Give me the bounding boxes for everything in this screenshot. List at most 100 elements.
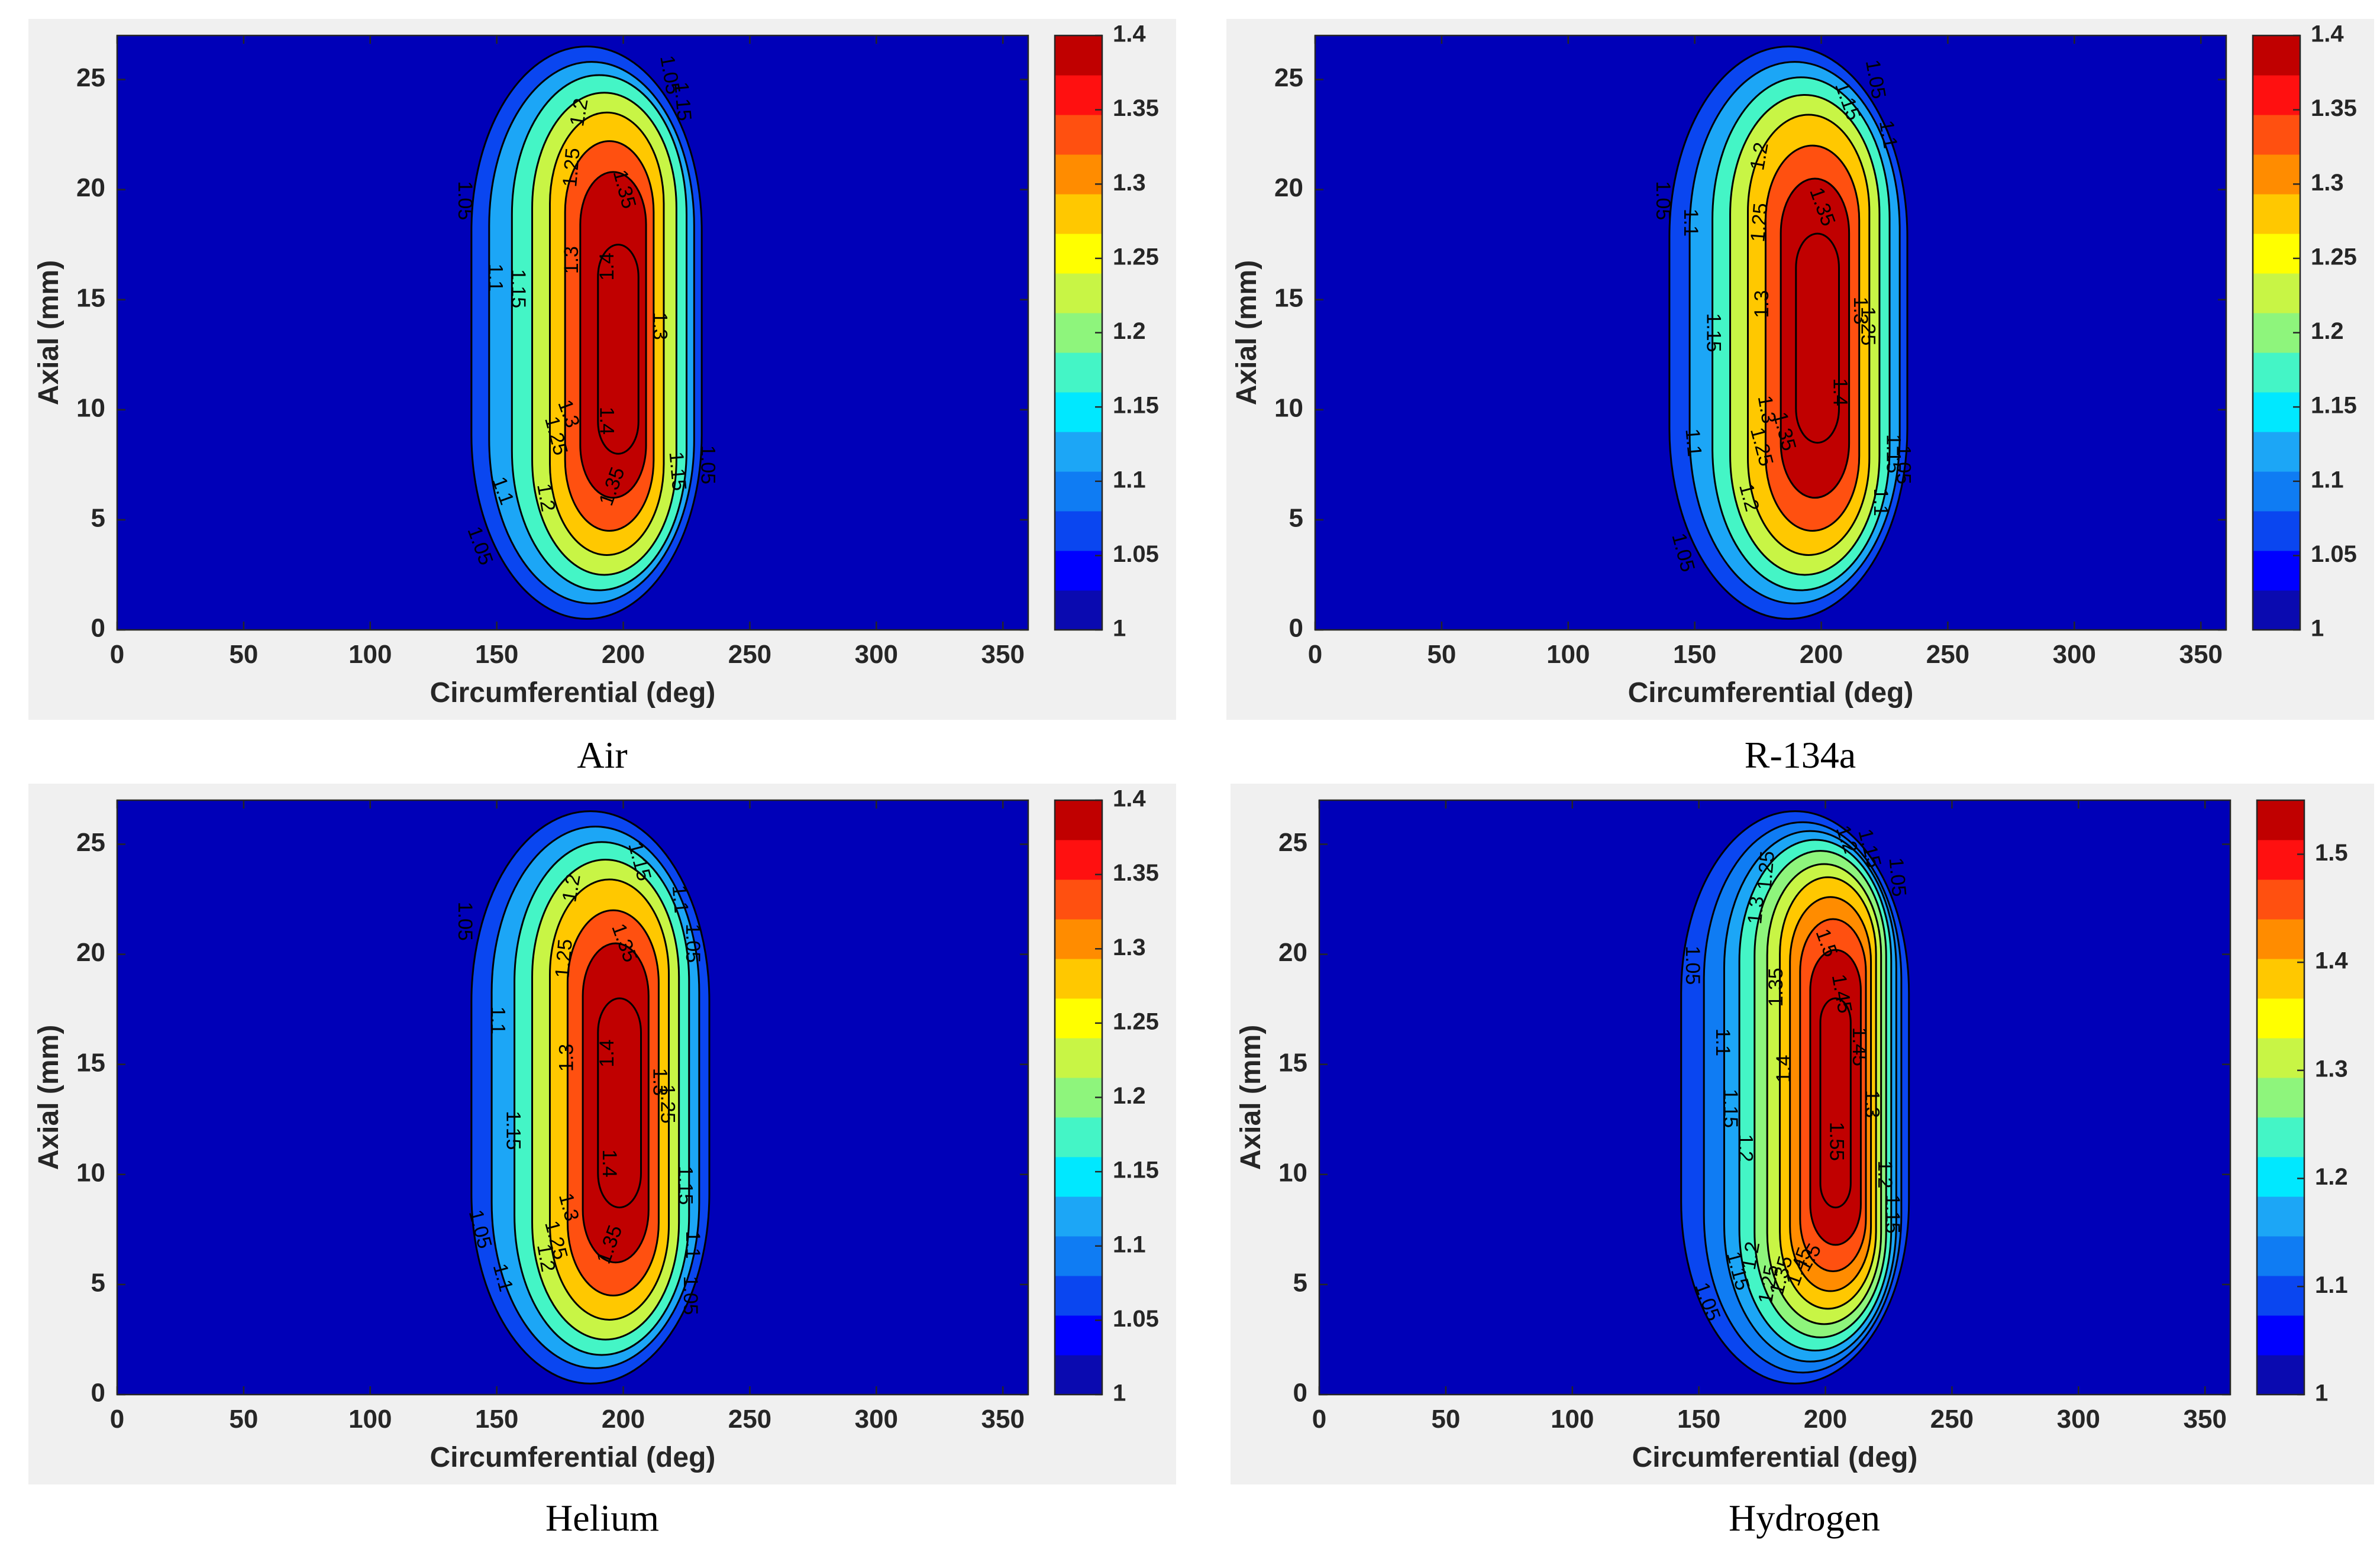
contour-label: 1.15 [665, 451, 691, 491]
colorbar-segment [1055, 234, 1102, 274]
x-tick-label: 50 [229, 640, 258, 669]
colorbar-segment [2253, 194, 2300, 234]
x-tick-label: 250 [1926, 640, 1969, 669]
y-tick-label: 0 [1293, 1379, 1307, 1408]
x-tick-label: 150 [475, 640, 518, 669]
colorbar-tick-label: 1.05 [1113, 541, 1159, 567]
colorbar-segment [1055, 1157, 1102, 1197]
chart-panel-air: 1.05 1.1 1.15 1.2 1.25 1.3 1.35 1.4 1.4 1.3 1.35 1.… [28, 19, 1176, 720]
contour-label: 1.2 [1735, 1134, 1757, 1162]
x-tick-label: 350 [2179, 640, 2223, 669]
x-tick-label: 50 [1431, 1405, 1460, 1434]
colorbar-segment [1055, 998, 1102, 1039]
colorbar-segment [1055, 1355, 1102, 1395]
colorbar-tick-label: 1.1 [1113, 467, 1146, 493]
colorbar-segment [2257, 1236, 2304, 1276]
x-tick-label: 250 [728, 640, 771, 669]
x-tick-label: 50 [229, 1405, 258, 1434]
colorbar-segment [1055, 75, 1102, 115]
y-tick-label: 20 [1278, 938, 1307, 967]
contour-label: 1.1 [484, 264, 506, 292]
contour-level-1-4 [597, 997, 642, 1209]
contour-label: 1.05 [1652, 181, 1674, 220]
contour-label: 1.2 [566, 96, 593, 128]
x-tick-label: 300 [2057, 1405, 2100, 1434]
colorbar-segment [2253, 551, 2300, 591]
colorbar-tick-label: 1.3 [1113, 934, 1146, 960]
colorbar-segment [2253, 273, 2300, 313]
colorbar-tick-label: 1.15 [1113, 1157, 1159, 1183]
colorbar-segment [1055, 154, 1102, 195]
colorbar-segment [2253, 352, 2300, 393]
y-tick-label: 15 [76, 1048, 105, 1077]
colorbar-segment [1055, 551, 1102, 591]
colorbar-segment [2253, 234, 2300, 274]
contour-label: 1.15 [1719, 1089, 1742, 1128]
y-tick-label: 25 [1278, 828, 1307, 857]
y-tick-label: 25 [76, 63, 105, 92]
x-tick-label: 250 [1930, 1405, 1974, 1434]
contour-label: 1.05 [1885, 856, 1911, 897]
colorbar-segment [1055, 432, 1102, 472]
x-tick-label: 250 [728, 1405, 771, 1434]
colorbar-segment [2257, 1315, 2304, 1356]
x-tick-label: 0 [1308, 640, 1322, 669]
contour-label: 1.3 [648, 312, 671, 340]
contour-label: 1.3 [1751, 290, 1773, 318]
x-tick-label: 150 [1673, 640, 1716, 669]
colorbar-tick-label: 1 [2315, 1380, 2328, 1406]
figure-caption-hydrogen: Hydrogen [1729, 1497, 1880, 1539]
x-tick-label: 100 [1551, 1405, 1594, 1434]
plot-frame [1314, 34, 2227, 631]
colorbar-segment [2257, 998, 2304, 1039]
colorbar-tick-label: 1.4 [1113, 21, 1146, 47]
x-tick-label: 150 [475, 1405, 518, 1434]
colorbar-tick-label: 1 [2311, 616, 2324, 642]
colorbar-tick-label: 1.3 [1113, 170, 1146, 196]
colorbar-tick-label: 1.4 [2315, 948, 2348, 974]
figure-caption-air: Air [577, 734, 628, 776]
colorbar-tick-label: 1.5 [2315, 840, 2348, 866]
y-tick-label: 15 [1274, 283, 1303, 312]
contour-label: 1.25 [656, 1085, 679, 1124]
colorbar-tick-label: 1.1 [1113, 1231, 1146, 1257]
contour-label: 1.4 [596, 253, 618, 280]
y-tick-label: 5 [91, 504, 105, 533]
x-tick-label: 100 [1546, 640, 1590, 669]
colorbar-tick-label: 1.05 [2311, 541, 2357, 567]
colorbar-segment [2253, 392, 2300, 432]
contour-label: 1.1 [1681, 428, 1706, 457]
x-tick-label: 100 [348, 1405, 392, 1434]
contour-label: 1.15 [507, 269, 529, 308]
x-tick-label: 300 [855, 640, 898, 669]
contour-label: 1.2 [558, 872, 585, 904]
y-tick-label: 15 [76, 283, 105, 312]
contour-label: 1.25 [1857, 306, 1880, 345]
contour-label: 1.05 [697, 445, 719, 484]
contour-label: 1.25 [1746, 202, 1772, 243]
chart-panel-r134a: 1.05 1.1 1.15 1.2 1.25 1.3 1.35 1.4 1.3 1.35 1.25 1… [1226, 19, 2374, 720]
y-tick-label: 10 [76, 393, 105, 422]
colorbar-tick-label: 1.2 [1113, 1083, 1146, 1109]
contour-label: 1.3 [560, 246, 583, 274]
colorbar-segment [1055, 1196, 1102, 1237]
colorbar-segment [1055, 1117, 1102, 1157]
x-tick-label: 350 [2184, 1405, 2227, 1434]
y-tick-label: 0 [1289, 614, 1303, 643]
x-axis-label: Circumferential (deg) [430, 1442, 716, 1473]
x-axis-label: Circumferential (deg) [430, 677, 716, 709]
contour-level-1-55 [1819, 997, 1852, 1209]
contour-label: 1.1 [487, 1007, 509, 1034]
colorbar-segment [1055, 115, 1102, 155]
colorbar-segment [2257, 879, 2304, 920]
colorbar-tick-label: 1.25 [1113, 244, 1159, 270]
contour-label: 1.2 [1874, 1160, 1896, 1188]
colorbar-segment [1055, 879, 1102, 920]
y-tick-label: 15 [1278, 1048, 1307, 1077]
y-axis-label: Axial (mm) [33, 260, 64, 405]
colorbar-frame [2256, 799, 2305, 1396]
y-tick-label: 20 [1274, 173, 1303, 202]
y-tick-label: 20 [76, 938, 105, 967]
colorbar-tick-label: 1 [1113, 1380, 1126, 1406]
contour-label: 1.1 [1869, 488, 1892, 516]
